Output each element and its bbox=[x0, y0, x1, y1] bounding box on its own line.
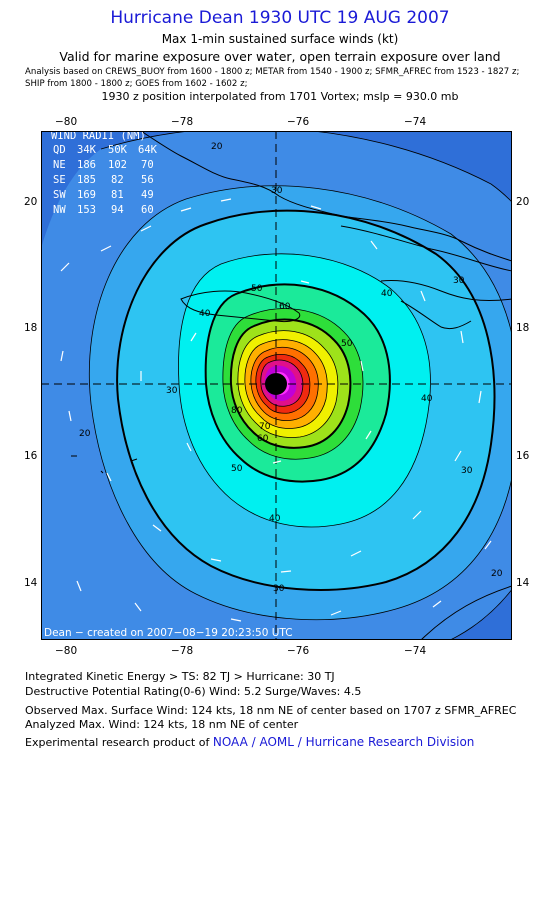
radii-cell: 56 bbox=[141, 174, 154, 186]
analyzed-max-wind: Analyzed Max. Wind: 124 kts, 18 nm NE of… bbox=[25, 718, 299, 731]
contour-label: 50 bbox=[231, 464, 243, 474]
radii-cell: 81 bbox=[111, 189, 124, 201]
radii-cell: 169 bbox=[77, 189, 96, 201]
wind-radii-row-sw: SW 169 81 49 bbox=[53, 189, 154, 201]
radii-cell: 70 bbox=[141, 159, 154, 171]
coastlines bbox=[71, 131, 512, 640]
lon-label-top-76: −76 bbox=[287, 116, 310, 128]
radii-cell: 94 bbox=[111, 204, 124, 216]
contour-label: 20 bbox=[491, 569, 503, 579]
radii-cell: 102 bbox=[108, 159, 127, 171]
contour-label: 30 bbox=[461, 466, 473, 476]
contour-label: 70 bbox=[259, 422, 271, 432]
radii-header-cell: 34K bbox=[77, 144, 97, 156]
radii-header-cell: 50K bbox=[108, 144, 128, 156]
creation-credit: Dean − created on 2007−08−19 20:23:50 UT… bbox=[44, 627, 293, 639]
contour-label: 30 bbox=[453, 276, 465, 286]
radii-cell: SW bbox=[53, 189, 66, 201]
radii-cell: 60 bbox=[141, 204, 154, 216]
lon-label-top-78: −78 bbox=[171, 116, 194, 128]
lon-label-bottom-78: −78 bbox=[171, 645, 194, 657]
contour-label: 20 bbox=[79, 429, 91, 439]
wind-radii-header: QD 34K 50K 64K bbox=[53, 144, 158, 156]
contour-label: 30 bbox=[273, 584, 285, 594]
lat-label-left-16: 16 bbox=[24, 450, 38, 462]
contour-label: 60 bbox=[279, 302, 291, 312]
contour-label: 30 bbox=[166, 386, 178, 396]
contour-label: 60 bbox=[257, 434, 269, 444]
observed-max-wind: Observed Max. Surface Wind: 124 kts, 18 … bbox=[25, 704, 517, 717]
wind-radii-row-nw: NW 153 94 60 bbox=[53, 204, 154, 216]
wind-field-map: 20 20 20 30 30 30 30 30 40 40 40 40 50 5… bbox=[41, 131, 512, 640]
radii-header-cell: QD bbox=[53, 144, 66, 156]
wind-vectors bbox=[60, 198, 492, 622]
lon-label-top-80: −80 bbox=[55, 116, 78, 128]
contour-labels: 20 20 20 30 30 30 30 30 40 40 40 40 50 5… bbox=[79, 142, 503, 594]
lat-label-right-20: 20 bbox=[516, 196, 530, 208]
wind-radii-title: WIND RADII (NM) bbox=[51, 131, 146, 142]
contour-label: 50 bbox=[341, 339, 353, 349]
radii-cell: 153 bbox=[77, 204, 96, 216]
hispaniola-south-coast bbox=[400, 300, 472, 330]
lon-label-top-74: −74 bbox=[404, 116, 427, 128]
hispaniola-coast bbox=[380, 280, 512, 302]
radii-cell: NW bbox=[53, 204, 66, 216]
center-crosshair bbox=[41, 131, 512, 640]
contour-label: 40 bbox=[199, 309, 211, 319]
contour-label: 40 bbox=[421, 394, 433, 404]
radii-cell: 186 bbox=[77, 159, 96, 171]
lat-label-left-18: 18 bbox=[24, 322, 38, 334]
radii-cell: 82 bbox=[111, 174, 124, 186]
lon-label-bottom-76: −76 bbox=[287, 645, 310, 657]
contour-label: 80 bbox=[231, 406, 243, 416]
product-prefix: Experimental research product of bbox=[25, 736, 213, 749]
hrd-link[interactable]: NOAA / AOML / Hurricane Research Divisio… bbox=[212, 735, 475, 749]
contour-label: 40 bbox=[269, 514, 281, 524]
contour-label: 20 bbox=[211, 142, 223, 152]
wind-radii-row-se: SE 185 82 56 bbox=[53, 174, 154, 186]
radii-cell: 49 bbox=[141, 189, 154, 201]
chart-title: Hurricane Dean 1930 UTC 19 AUG 2007 bbox=[110, 8, 450, 28]
product-credit: Experimental research product of NOAA / … bbox=[25, 735, 474, 749]
lat-label-right-18: 18 bbox=[516, 322, 530, 334]
map-frame bbox=[41, 131, 512, 640]
lon-label-bottom-80: −80 bbox=[55, 645, 78, 657]
cuba-south-coast bbox=[340, 225, 512, 272]
ike-line: Integrated Kinetic Energy > TS: 82 TJ > … bbox=[25, 670, 335, 683]
radii-header-cell: 64K bbox=[138, 144, 158, 156]
contour-label: 50 bbox=[251, 284, 263, 294]
analysis-sources-line2: SHIP from 1800 - 1800 z; GOES from 1602 … bbox=[25, 79, 248, 89]
chart-subtitle: Max 1-min sustained surface winds (kt) bbox=[161, 32, 399, 46]
interpolation-note: 1930 z position interpolated from 1701 V… bbox=[101, 90, 459, 103]
lat-label-right-14: 14 bbox=[516, 577, 530, 589]
lon-label-bottom-74: −74 bbox=[404, 645, 427, 657]
analysis-sources-line1: Analysis based on CREWS_BUOY from 1600 -… bbox=[25, 67, 520, 77]
wind-radii-table: WIND RADII (NM) QD 34K 50K 64K NE 186 10… bbox=[51, 131, 158, 216]
dpr-line: Destructive Potential Rating(0-6) Wind: … bbox=[25, 685, 362, 698]
lat-label-left-20: 20 bbox=[24, 196, 38, 208]
lat-label-right-16: 16 bbox=[516, 450, 530, 462]
cuba-coast bbox=[140, 131, 512, 262]
cayman-islands bbox=[71, 455, 138, 474]
validity-note: Valid for marine exposure over water, op… bbox=[59, 49, 501, 64]
radii-cell: 185 bbox=[77, 174, 96, 186]
jamaica-coast bbox=[180, 290, 301, 322]
radii-cell: SE bbox=[53, 174, 66, 186]
contour-label: 40 bbox=[381, 289, 393, 299]
south-coast-line bbox=[420, 585, 512, 640]
radii-cell: NE bbox=[53, 159, 66, 171]
wind-radii-row-ne: NE 186 102 70 bbox=[53, 159, 154, 171]
contour-label: 30 bbox=[271, 186, 283, 196]
lat-label-left-14: 14 bbox=[24, 577, 38, 589]
